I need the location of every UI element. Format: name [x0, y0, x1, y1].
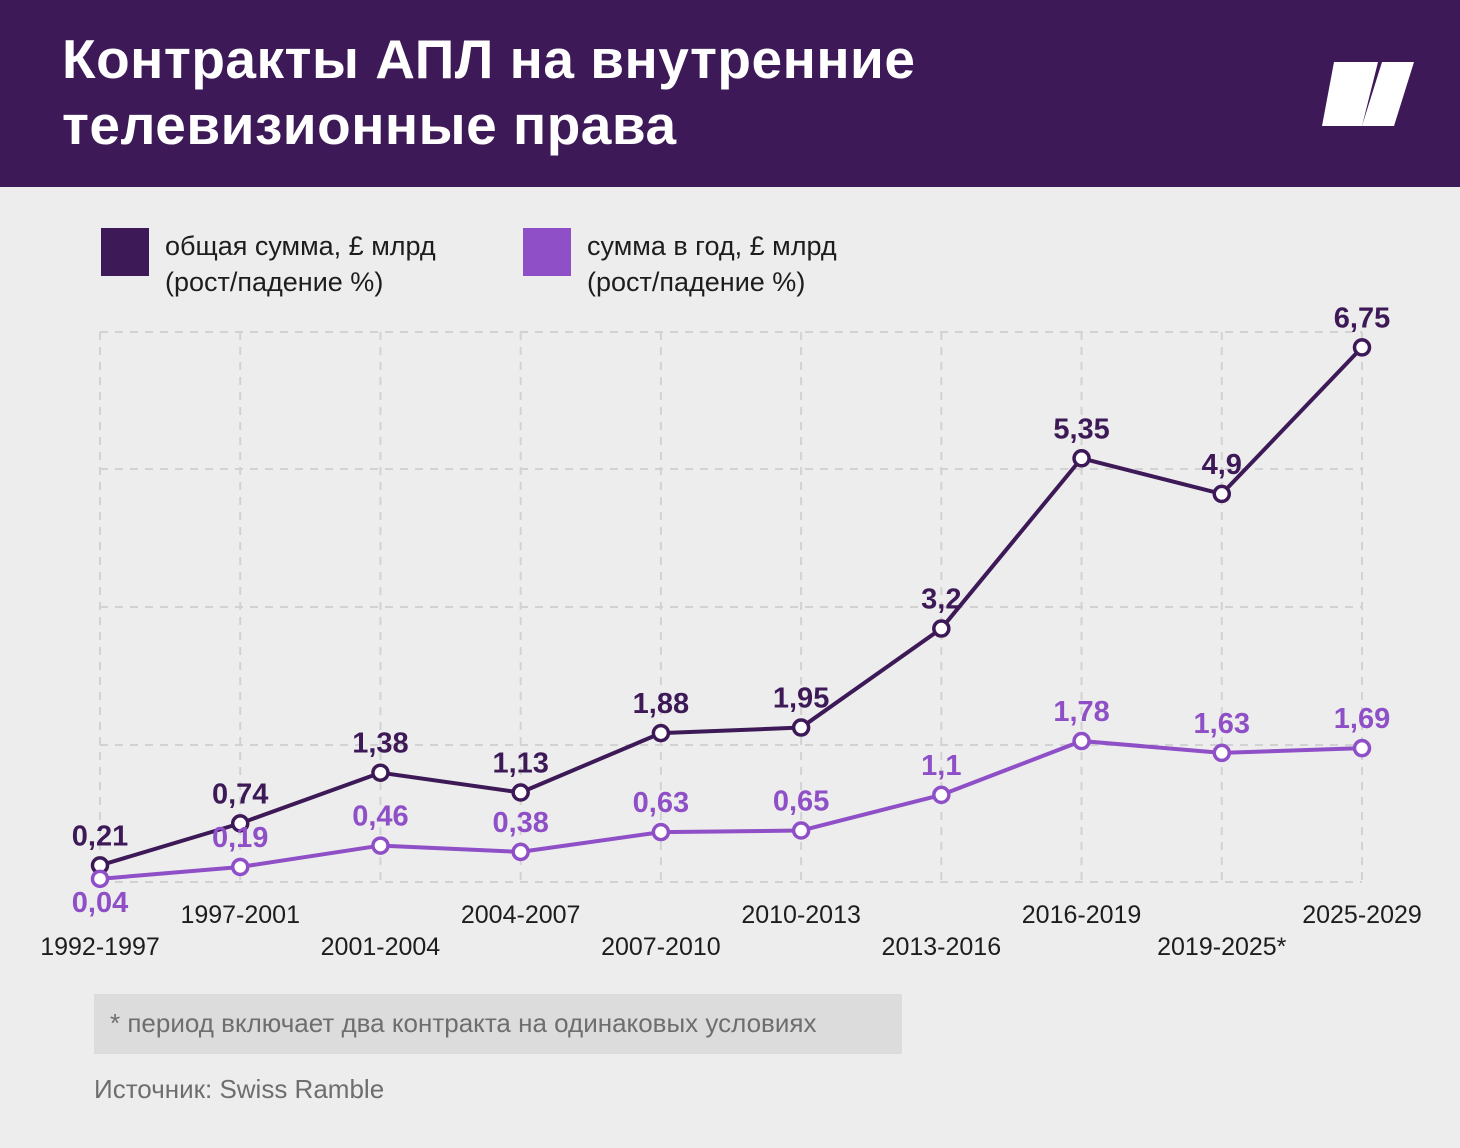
- series-line-annual: [99, 739, 1363, 881]
- data-point-total: [791, 718, 811, 737]
- data-point-total: [511, 783, 530, 802]
- data-point-annual: [511, 842, 530, 862]
- data-label-annual: 1,78: [1053, 696, 1109, 728]
- data-label-annual: 0,04: [72, 887, 128, 919]
- publisher-logo-icon: [1322, 62, 1414, 126]
- data-point-annual: [791, 821, 811, 840]
- legend-swatch-annual: [523, 228, 571, 276]
- data-label-total: 0,74: [212, 778, 268, 810]
- data-point-annual: [651, 822, 671, 842]
- x-tick-label: 2025-2029: [1302, 901, 1422, 929]
- data-point-annual: [932, 785, 951, 805]
- data-point-total: [371, 763, 390, 782]
- legend-total-line2: (рост/падение %): [165, 267, 384, 297]
- data-point-total: [1072, 449, 1091, 468]
- data-label-total: 1,95: [773, 683, 829, 715]
- x-tick-label: 2001-2004: [321, 933, 441, 961]
- data-point-total: [1212, 484, 1232, 504]
- data-label-annual: 0,38: [492, 807, 548, 839]
- footnote-text: * период включает два контракта на одина…: [110, 1008, 817, 1038]
- data-label-annual: 1,1: [921, 750, 961, 782]
- source-text: Источник: Swiss Ramble: [94, 1074, 385, 1104]
- footnote-box: * период включает два контракта на одина…: [94, 994, 902, 1054]
- x-tick-label: 2016-2019: [1022, 901, 1142, 929]
- x-tick-label: 2019-2025*: [1157, 933, 1287, 961]
- data-point-annual: [1072, 731, 1091, 751]
- legend-swatch-total: [101, 228, 149, 276]
- title-line-2: телевизионные права: [62, 94, 677, 156]
- title-line-1: Контракты АПЛ на внутренние: [62, 28, 916, 90]
- data-label-total: 1,13: [492, 748, 548, 780]
- data-point-annual: [1352, 738, 1372, 758]
- x-tick-label: 1992-1997: [40, 933, 160, 961]
- data-label-total: 1,38: [352, 728, 408, 760]
- data-label-total: 1,88: [633, 688, 689, 720]
- data-point-annual: [230, 857, 250, 877]
- data-label-annual: 0,46: [352, 801, 408, 833]
- data-label-annual: 0,65: [773, 786, 829, 818]
- data-point-annual: [90, 869, 110, 889]
- legend-annual-line1: сумма в год, £ млрд: [587, 231, 837, 261]
- x-tick-label: 1997-2001: [180, 901, 300, 929]
- data-point-total: [230, 814, 250, 833]
- data-label-total: 6,75: [1334, 302, 1390, 334]
- x-tick-label: 2010-2013: [741, 901, 861, 929]
- data-label-annual: 1,69: [1334, 703, 1390, 735]
- legend-label-annual: сумма в год, £ млрд (рост/падение %): [587, 228, 927, 300]
- legend-annual-line2: (рост/падение %): [587, 267, 806, 297]
- series-line-total: [99, 346, 1364, 868]
- data-label-total: 4,9: [1202, 449, 1242, 481]
- legend-item-total: общая сумма, £ млрд (рост/падение %): [101, 228, 501, 308]
- legend-item-annual: сумма в год, £ млрд (рост/падение %): [523, 228, 923, 308]
- header-banner: Контракты АПЛ на внутренние телевизионны…: [0, 0, 1460, 187]
- legend-label-total: общая сумма, £ млрд (рост/падение %): [165, 228, 505, 300]
- data-point-total: [651, 723, 671, 743]
- data-point-total: [1352, 338, 1372, 357]
- data-label-annual: 0,19: [212, 822, 268, 854]
- data-point-total: [932, 619, 951, 638]
- x-tick-label: 2007-2010: [601, 933, 721, 961]
- legend-total-line1: общая сумма, £ млрд: [165, 231, 436, 261]
- x-tick-label: 2013-2016: [882, 933, 1002, 961]
- data-point-annual: [371, 836, 390, 855]
- data-label-total: 0,21: [72, 820, 128, 852]
- data-label-total: 3,2: [921, 584, 961, 616]
- data-label-annual: 0,63: [633, 787, 689, 819]
- data-point-annual: [1212, 743, 1232, 763]
- data-label-total: 5,35: [1053, 413, 1109, 445]
- data-label-annual: 1,63: [1194, 708, 1250, 740]
- x-tick-label: 2004-2007: [461, 901, 581, 929]
- page-title: Контракты АПЛ на внутренние телевизионны…: [62, 26, 1212, 158]
